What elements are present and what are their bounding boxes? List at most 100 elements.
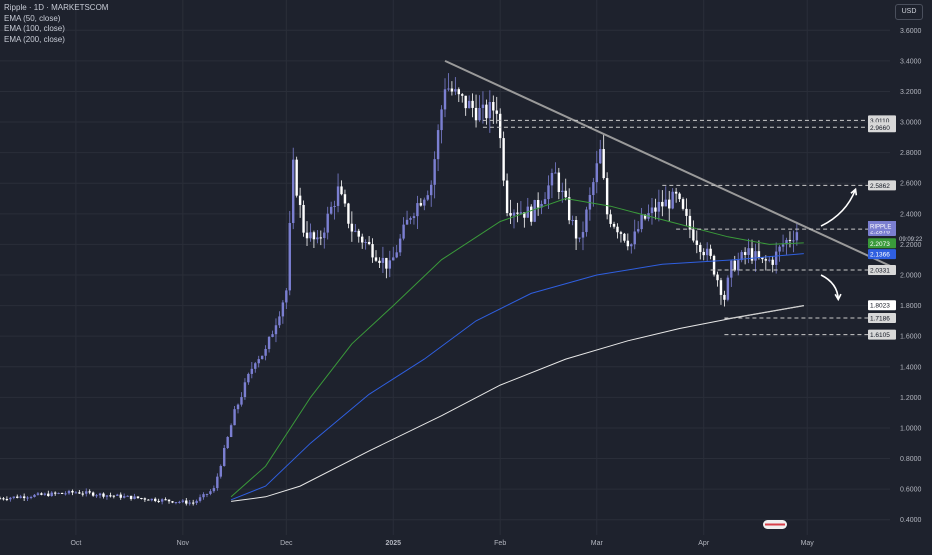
down-arrow — [820, 274, 840, 300]
candle-body — [136, 496, 140, 499]
candle-body — [612, 223, 616, 227]
candle-body — [36, 493, 40, 495]
y-tick-label: 3.4000 — [900, 58, 922, 65]
candle-body — [354, 230, 357, 232]
candle-body — [316, 237, 319, 240]
candle-body — [305, 232, 309, 239]
candle-body — [516, 212, 519, 214]
candle-body — [143, 498, 147, 500]
candle-body — [540, 204, 543, 208]
x-tick-label: Feb — [494, 540, 506, 547]
candle-body — [174, 502, 178, 504]
candle-body — [599, 149, 602, 164]
candle-body — [157, 500, 160, 502]
candle-body — [550, 172, 554, 186]
candle-body — [281, 302, 285, 317]
candle-body — [16, 496, 19, 498]
candle-body — [274, 325, 278, 335]
candle-body — [636, 229, 640, 232]
candle-body — [654, 207, 657, 212]
candle-body — [333, 205, 336, 207]
candle-body — [257, 359, 260, 364]
candle-body — [416, 203, 419, 217]
candle-body — [129, 495, 133, 499]
candle-body — [150, 498, 153, 501]
candle-body — [692, 229, 695, 241]
candle-body — [498, 113, 502, 139]
candle-body — [160, 499, 164, 502]
currency-button[interactable]: USD — [895, 4, 923, 20]
candle-body — [216, 476, 219, 489]
price-tag-text: 3.0110 — [870, 118, 890, 125]
up-arrow — [820, 189, 857, 227]
candle-body — [778, 246, 781, 252]
candle-body — [602, 149, 605, 179]
candle-body — [405, 219, 409, 225]
candle-body — [367, 241, 371, 245]
candle-body — [229, 425, 233, 438]
candle-body — [457, 89, 461, 95]
candle-body — [730, 260, 733, 278]
candle-body — [171, 501, 174, 503]
candle-body — [795, 232, 799, 241]
candle-body — [609, 214, 612, 224]
candle-body — [95, 495, 98, 497]
price-tag-2.1366 — [868, 249, 896, 260]
candle-body — [785, 239, 788, 245]
candle-body — [336, 186, 340, 206]
candle-body — [102, 493, 105, 497]
candle-body — [361, 236, 364, 243]
candle-body — [726, 277, 730, 300]
candle-body — [19, 496, 22, 498]
x-tick-label: Apr — [698, 540, 710, 547]
ema200-legend: EMA (200, close) — [4, 34, 65, 44]
x-tick-label: 2025 — [385, 540, 401, 547]
candle-body — [240, 397, 243, 405]
candle-body — [53, 492, 57, 494]
candle-body — [650, 207, 654, 214]
candle-body — [12, 496, 16, 498]
candle-body — [78, 492, 81, 494]
candle-body — [33, 494, 36, 497]
candle-body — [561, 190, 564, 193]
x-tick-label: Dec — [280, 540, 293, 547]
candle-body — [326, 213, 329, 233]
candle-body — [212, 488, 216, 492]
candle-body — [495, 110, 498, 114]
price-tag-text: 2.1366 — [870, 252, 890, 259]
candle-body — [5, 498, 9, 500]
candle-body — [271, 334, 274, 337]
candle-body — [768, 259, 771, 261]
candle-body — [298, 195, 302, 205]
candle-body — [519, 212, 523, 214]
candle-body — [236, 404, 240, 410]
candle-body — [67, 490, 71, 494]
symbol-title: Ripple · 1D · MARKETSCOM — [4, 3, 109, 12]
candle-body — [22, 496, 26, 499]
candle-body — [554, 172, 557, 174]
price-tag-1.8023 — [868, 300, 896, 311]
candle-body — [681, 199, 685, 209]
candle-body — [464, 95, 467, 109]
candle-body — [181, 500, 185, 502]
candle-body — [185, 500, 188, 504]
candle-body — [423, 199, 426, 206]
candle-body — [709, 248, 712, 256]
candle-body — [605, 178, 609, 215]
candle-body — [585, 209, 588, 233]
candle-body — [329, 206, 333, 214]
candle-body — [167, 499, 171, 502]
y-tick-label: 2.8000 — [900, 150, 922, 157]
candle-body — [247, 373, 250, 383]
candle-body — [716, 274, 719, 281]
candle-body — [578, 237, 581, 239]
ema50-line — [230, 197, 804, 498]
candle-body — [288, 222, 291, 291]
candle-body — [761, 257, 764, 260]
candle-body — [774, 251, 778, 265]
candle-body — [557, 172, 561, 193]
candle-body — [243, 382, 247, 398]
candle-body — [412, 216, 416, 219]
candle-body — [267, 336, 271, 349]
